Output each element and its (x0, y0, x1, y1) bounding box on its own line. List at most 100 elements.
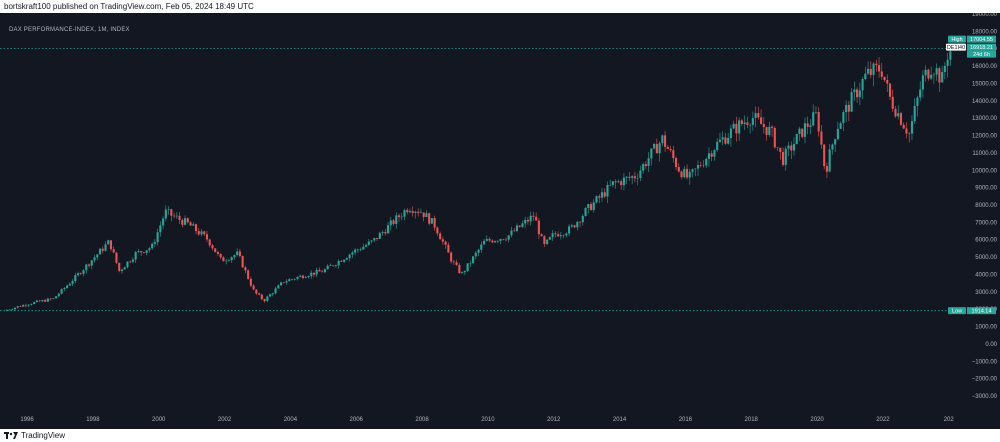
candle-body (825, 166, 828, 172)
candle-body (260, 294, 263, 300)
candle-body (823, 144, 826, 167)
candle-body (746, 122, 749, 125)
x-tick-label: 2016 (679, 417, 693, 423)
candle-body (932, 74, 935, 76)
candle-body (307, 276, 310, 278)
candle-body (321, 271, 324, 273)
candle-body (5, 309, 8, 311)
candle-body (469, 262, 472, 264)
candle-body (343, 259, 346, 262)
candle-body (365, 244, 368, 247)
candle-body (299, 275, 302, 277)
candle-body (946, 59, 949, 66)
candle-body (219, 253, 222, 258)
candle-body (696, 165, 700, 169)
candle-body (867, 68, 870, 74)
candle-body (875, 63, 878, 66)
candle-body (200, 231, 203, 235)
candle-body (559, 235, 562, 237)
candle-body (249, 278, 252, 286)
candle-body (351, 252, 354, 255)
candle-body (622, 177, 625, 186)
candle-body (153, 242, 156, 244)
chart-area[interactable]: 19000.0018000.0017000.0016000.0015000.00… (0, 13, 1000, 429)
candle-body (422, 212, 425, 218)
candle-body (376, 238, 379, 239)
candle-body (518, 225, 521, 227)
low-value-tag (967, 307, 996, 315)
candle-body (101, 248, 104, 251)
x-tick-label: 2010 (481, 417, 495, 423)
candle-body (151, 243, 154, 249)
candle-body (803, 123, 807, 137)
candle-body (263, 299, 266, 302)
candle-body (496, 240, 499, 242)
candle-body (877, 65, 881, 72)
candle-body (279, 282, 283, 286)
candle-body (880, 71, 883, 77)
candle-body (131, 259, 134, 262)
candles-layer (5, 50, 952, 311)
candle-body (765, 127, 768, 136)
candlestick-chart[interactable]: 19000.0018000.0017000.0016000.0015000.00… (0, 13, 1000, 429)
candle-body (603, 192, 606, 197)
candle-body (850, 92, 853, 112)
x-tick-label: 2006 (350, 417, 364, 423)
candle-body (441, 239, 444, 242)
candle-body (565, 233, 568, 236)
candle-body (806, 123, 809, 127)
candle-body (685, 168, 689, 178)
candle-body (436, 227, 439, 234)
y-tick-label: 16000.00 (972, 64, 998, 70)
candle-body (587, 204, 590, 209)
candle-body (631, 176, 634, 178)
candle-body (792, 144, 796, 151)
candle-body (729, 128, 732, 138)
candle-body (11, 309, 14, 310)
candle-body (359, 249, 362, 251)
candle-body (935, 68, 938, 75)
candle-body (710, 153, 713, 157)
candle-body (134, 252, 137, 260)
candle-body (285, 281, 288, 283)
candle-body (707, 153, 711, 159)
candle-body (834, 139, 837, 145)
candle-body (244, 267, 247, 271)
candle-body (768, 126, 771, 136)
candle-body (820, 131, 823, 145)
candle-body (557, 234, 560, 237)
candle-body (902, 124, 905, 129)
candle-body (123, 267, 126, 270)
high-value: 17004.55 (970, 37, 993, 43)
symbol-tag (946, 43, 966, 51)
candle-body (842, 112, 845, 124)
candle-body (354, 249, 357, 253)
candle-body (463, 271, 466, 273)
candle-body (653, 143, 656, 149)
candle-body (650, 148, 653, 159)
low-label-tag (948, 307, 966, 315)
candle-body (924, 69, 927, 76)
x-tick-label: 1998 (86, 417, 100, 423)
candle-body (167, 209, 170, 210)
candle-body (93, 257, 96, 261)
candle-body (628, 176, 631, 178)
candle-body (433, 218, 436, 228)
candle-body (694, 168, 697, 170)
candle-body (41, 300, 44, 302)
candle-body (883, 76, 886, 80)
candle-body (666, 146, 669, 150)
x-tick-label: 2012 (547, 417, 561, 423)
candle-body (600, 192, 604, 198)
candle-body (227, 260, 230, 261)
candle-body (535, 216, 538, 221)
candle-body (63, 288, 66, 290)
candle-body (551, 233, 554, 238)
candle-body (845, 104, 848, 113)
candle-body (798, 128, 801, 135)
candle-body (225, 260, 228, 262)
candle-body (334, 265, 337, 267)
candle-body (529, 215, 532, 222)
candle-body (277, 285, 280, 289)
candle-body (397, 215, 401, 218)
